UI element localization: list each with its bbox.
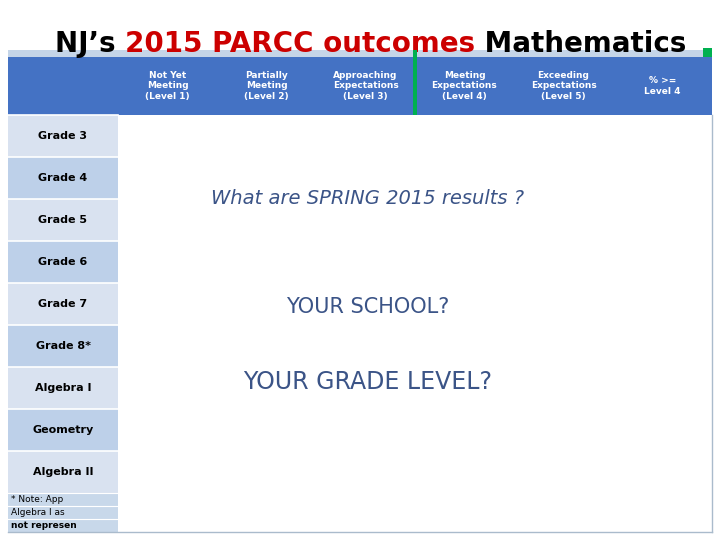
Text: Exceeding
Expectations
(Level 5): Exceeding Expectations (Level 5) xyxy=(531,71,596,102)
Bar xyxy=(8,493,118,506)
Bar xyxy=(8,241,118,283)
Text: NJ’s: NJ’s xyxy=(55,30,125,58)
Text: Grade 6: Grade 6 xyxy=(38,257,88,267)
Text: Geometry: Geometry xyxy=(32,425,94,435)
Text: Grade 7: Grade 7 xyxy=(38,299,88,309)
Text: Mathematics: Mathematics xyxy=(475,30,687,58)
Bar xyxy=(8,50,712,57)
Text: Grade 5: Grade 5 xyxy=(38,215,88,225)
Text: Not Yet
Meeting
(Level 1): Not Yet Meeting (Level 1) xyxy=(145,71,190,102)
Bar xyxy=(8,199,118,241)
Text: Grade 3: Grade 3 xyxy=(38,131,88,141)
Bar xyxy=(8,367,118,409)
Text: Grade 8*: Grade 8* xyxy=(35,341,91,351)
Bar xyxy=(8,409,118,451)
Bar xyxy=(8,519,118,532)
Text: YOUR SCHOOL?: YOUR SCHOOL? xyxy=(286,297,449,317)
Bar xyxy=(8,157,118,199)
Bar xyxy=(8,451,118,493)
Bar xyxy=(8,325,118,367)
Text: What are SPRING 2015 results ?: What are SPRING 2015 results ? xyxy=(211,189,524,208)
Text: Partially
Meeting
(Level 2): Partially Meeting (Level 2) xyxy=(244,71,289,102)
Bar xyxy=(8,57,712,115)
Text: Approaching
Expectations
(Level 3): Approaching Expectations (Level 3) xyxy=(333,71,398,102)
Text: Meeting
Expectations
(Level 4): Meeting Expectations (Level 4) xyxy=(431,71,498,102)
Bar xyxy=(118,115,712,532)
Bar xyxy=(8,506,118,519)
Text: Grade 4: Grade 4 xyxy=(38,173,88,183)
Text: % >=
Level 4: % >= Level 4 xyxy=(644,76,680,96)
Text: YOUR GRADE LEVEL?: YOUR GRADE LEVEL? xyxy=(243,370,492,394)
Bar xyxy=(8,115,118,157)
Bar xyxy=(8,283,118,325)
Text: Algebra I: Algebra I xyxy=(35,383,91,393)
Text: 2015 PARCC outcomes: 2015 PARCC outcomes xyxy=(125,30,475,58)
Text: Algebra I as: Algebra I as xyxy=(11,508,65,517)
Text: Algebra II: Algebra II xyxy=(32,467,94,477)
Bar xyxy=(703,48,712,57)
Bar xyxy=(413,50,417,115)
Text: not represen: not represen xyxy=(11,521,77,530)
Text: * Note: App: * Note: App xyxy=(11,495,63,504)
